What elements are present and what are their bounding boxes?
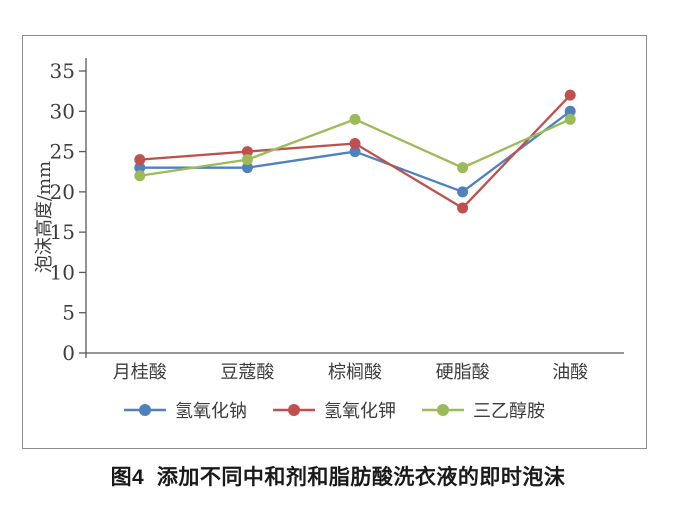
data-point-series-2 bbox=[241, 146, 253, 158]
data-point-series-2 bbox=[134, 154, 146, 166]
legend-dot bbox=[139, 404, 151, 416]
data-point-series-1 bbox=[349, 146, 361, 158]
y-tick-label: 0 bbox=[62, 341, 75, 365]
x-category-label: 豆蔻酸 bbox=[220, 362, 274, 383]
data-point-series-1 bbox=[564, 105, 576, 117]
data-point-series-2 bbox=[564, 89, 576, 101]
data-point-series-1 bbox=[134, 162, 146, 174]
x-category-label: 月桂酸 bbox=[113, 362, 167, 383]
figure-caption: 图4 添加不同中和剂和脂肪酸洗衣液的即时泡沫 bbox=[110, 466, 566, 489]
legend-line-marker-icon bbox=[422, 404, 464, 416]
x-category-label: 棕榈酸 bbox=[328, 362, 382, 383]
data-point-series-2 bbox=[349, 138, 361, 150]
legend-label: 氢氧化钠 bbox=[175, 401, 247, 422]
y-tick-label: 35 bbox=[50, 59, 75, 83]
x-category-label: 油酸 bbox=[552, 362, 588, 383]
legend-label: 氢氧化钾 bbox=[324, 401, 396, 422]
legend-label: 三乙醇胺 bbox=[473, 401, 545, 422]
data-point-series-3 bbox=[134, 170, 146, 182]
data-point-series-3 bbox=[349, 113, 361, 125]
line-chart: 0 5 10 15 20 25 30 35 月桂酸 豆蔻酸 棕榈酸 硬脂酸 油酸 bbox=[50, 58, 624, 383]
legend-line-marker-icon bbox=[273, 404, 315, 416]
y-axis-title: 泡沫高度/mm bbox=[34, 160, 55, 274]
legend-dot bbox=[437, 404, 449, 416]
y-tick-label: 25 bbox=[50, 140, 75, 164]
legend-dot bbox=[288, 404, 300, 416]
data-point-series-3 bbox=[564, 113, 576, 125]
legend-item: 氢氧化钾 bbox=[273, 397, 396, 423]
y-tick-label: 10 bbox=[50, 260, 75, 284]
data-point-series-2 bbox=[457, 202, 469, 214]
y-tick-label: 15 bbox=[50, 220, 75, 244]
legend-item: 氢氧化钠 bbox=[124, 397, 247, 423]
data-point-series-1 bbox=[241, 162, 253, 174]
y-tick-label: 20 bbox=[50, 180, 75, 204]
legend-item: 三乙醇胺 bbox=[422, 397, 545, 423]
legend: 氢氧化钠 氢氧化钾 三乙醇胺 bbox=[23, 396, 646, 424]
y-tick-label: 5 bbox=[62, 301, 75, 325]
chart-frame: 0 5 10 15 20 25 30 35 月桂酸 豆蔻酸 棕榈酸 硬脂酸 油酸 泡沫高度/mm 氢氧化… bbox=[22, 35, 647, 449]
data-point-series-1 bbox=[457, 186, 469, 198]
y-tick-label: 30 bbox=[50, 99, 75, 123]
legend-line-marker-icon bbox=[124, 404, 166, 416]
data-point-series-3 bbox=[457, 162, 469, 174]
data-point-series-3 bbox=[241, 154, 253, 166]
x-category-label: 硬脂酸 bbox=[436, 362, 490, 383]
